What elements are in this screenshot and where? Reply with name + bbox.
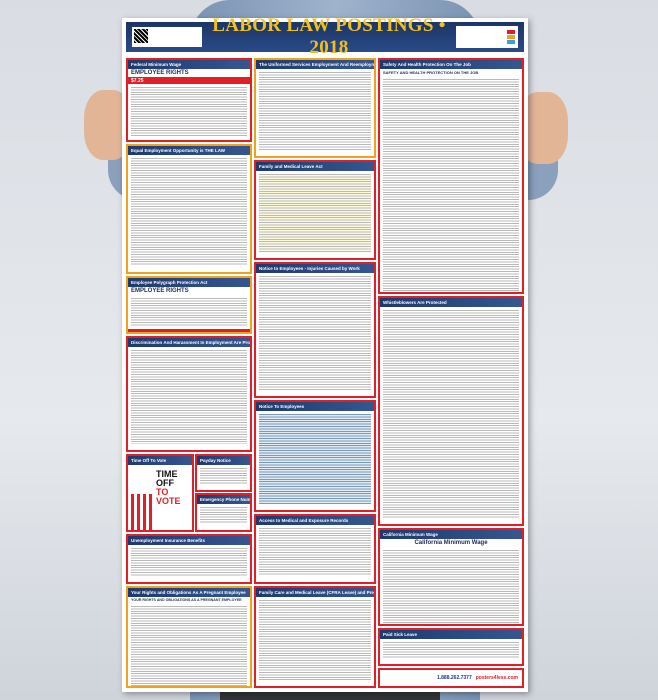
section-banner: YOUR RIGHTS AND OBLIGATIONS AS A PREGNAN… bbox=[131, 598, 242, 602]
section-emergency-numbers: Emergency Phone Numbers bbox=[195, 493, 252, 532]
section-medical-records: Access to Medical and Exposure Records bbox=[254, 514, 376, 584]
section-polygraph: Employee Polygraph Protection Act EMPLOY… bbox=[126, 276, 252, 334]
phone-number: 1.888.262.7377 bbox=[436, 675, 472, 681]
body-text bbox=[200, 507, 247, 524]
qr-code bbox=[132, 27, 202, 47]
section-heading: Notice to Employees - Injuries Caused by… bbox=[256, 264, 374, 273]
section-whistleblowers: Whistleblowers Are Protected bbox=[378, 296, 524, 526]
section-federal-minimum-wage: Federal Minimum Wage EMPLOYEE RIGHTS $7.… bbox=[126, 58, 252, 142]
body-text bbox=[383, 642, 519, 658]
section-heading: Discrimination And Harassment In Employm… bbox=[128, 338, 250, 347]
vote-title: TIME OFF TO VOTE bbox=[156, 470, 192, 506]
section-heading: Time Off To Vote bbox=[128, 456, 192, 465]
labor-law-poster: LABOR LAW POSTINGS • 2018 Federal Minimu… bbox=[122, 15, 528, 692]
section-banner: EMPLOYEE RIGHTS bbox=[131, 288, 189, 294]
body-text bbox=[131, 298, 247, 326]
section-injuries: Notice to Employees - Injuries Caused by… bbox=[254, 262, 376, 398]
section-banner: EMPLOYEE RIGHTS bbox=[131, 70, 189, 76]
section-heading: Safety And Health Protection On The Job bbox=[380, 60, 522, 69]
section-heading: Federal Minimum Wage bbox=[128, 60, 250, 69]
body-text bbox=[259, 528, 371, 576]
section-time-off-to-vote: Time Off To Vote TIME OFF TO VOTE bbox=[126, 454, 194, 532]
body-text bbox=[131, 87, 247, 137]
section-heading: Family Care and Medical Leave (CFRA Leav… bbox=[256, 588, 374, 597]
section-heading: Your Rights and Obligations As A Pregnan… bbox=[128, 588, 250, 597]
body-text bbox=[259, 174, 371, 252]
rate-bar: $7.25 bbox=[128, 77, 250, 84]
vote-line2: TO VOTE bbox=[156, 487, 181, 506]
website-logo: posters4less.com bbox=[475, 675, 518, 681]
section-cfra: Family Care and Medical Leave (CFRA Leav… bbox=[254, 586, 376, 688]
section-heading: Emergency Phone Numbers bbox=[197, 495, 250, 504]
footer-bar bbox=[128, 329, 250, 332]
body-text bbox=[131, 548, 247, 576]
poster-title: LABOR LAW POSTINGS • 2018 bbox=[212, 15, 446, 58]
poster-footer: 1.888.262.7377 posters4less.com bbox=[378, 668, 524, 688]
section-eeo: Equal Employment Opportunity is THE LAW bbox=[126, 144, 252, 274]
wage-rate: $7.25 bbox=[131, 77, 144, 84]
body-text bbox=[131, 606, 247, 686]
poster-header: LABOR LAW POSTINGS • 2018 bbox=[126, 15, 524, 58]
body-text bbox=[383, 550, 519, 624]
body-text bbox=[383, 79, 519, 292]
section-fmla: Family and Medical Leave Act bbox=[254, 160, 376, 260]
section-heading: Paid Sick Leave bbox=[380, 630, 522, 639]
section-heading: Whistleblowers Are Protected bbox=[380, 298, 522, 307]
section-notice-to-employees: Notice To Employees bbox=[254, 400, 376, 512]
color-legend bbox=[456, 26, 518, 48]
body-text bbox=[131, 158, 247, 266]
section-heading: Access to Medical and Exposure Records bbox=[256, 516, 374, 525]
section-heading: California Minimum Wage bbox=[380, 530, 522, 539]
section-heading: Unemployment Insurance Benefits bbox=[128, 536, 250, 545]
section-heading: Employee Polygraph Protection Act bbox=[128, 278, 250, 287]
body-text bbox=[259, 414, 371, 504]
section-heading: The Uniformed Services Employment And Re… bbox=[256, 60, 374, 69]
section-heading: Equal Employment Opportunity is THE LAW bbox=[128, 146, 250, 155]
vote-line1: TIME OFF bbox=[156, 469, 178, 488]
section-heading: Notice To Employees bbox=[256, 402, 374, 411]
body-text bbox=[259, 276, 371, 390]
section-userra: The Uniformed Services Employment And Re… bbox=[254, 58, 376, 158]
section-banner: SAFETY AND HEALTH PROTECTION ON THE JOB bbox=[383, 70, 479, 75]
section-banner: California Minimum Wage bbox=[414, 540, 488, 546]
section-paid-sick-leave: Paid Sick Leave bbox=[378, 628, 524, 666]
section-payday: Payday Notice bbox=[195, 454, 252, 492]
section-heading: Payday Notice bbox=[197, 456, 250, 465]
body-text bbox=[200, 468, 247, 484]
footer-bar bbox=[128, 140, 250, 142]
section-discrimination: Discrimination And Harassment In Employm… bbox=[126, 336, 252, 452]
body-text bbox=[131, 350, 247, 444]
section-heading: Family and Medical Leave Act bbox=[256, 162, 374, 171]
section-california-minimum-wage: California Minimum Wage California Minim… bbox=[378, 528, 524, 626]
section-safety: Safety And Health Protection On The Job … bbox=[378, 58, 524, 294]
ballot-box-icon bbox=[131, 494, 155, 530]
body-text bbox=[259, 72, 371, 150]
section-pregnant-employee: Your Rights and Obligations As A Pregnan… bbox=[126, 586, 252, 688]
section-unemployment: Unemployment Insurance Benefits bbox=[126, 534, 252, 584]
body-text bbox=[259, 600, 371, 680]
body-text bbox=[383, 310, 519, 518]
